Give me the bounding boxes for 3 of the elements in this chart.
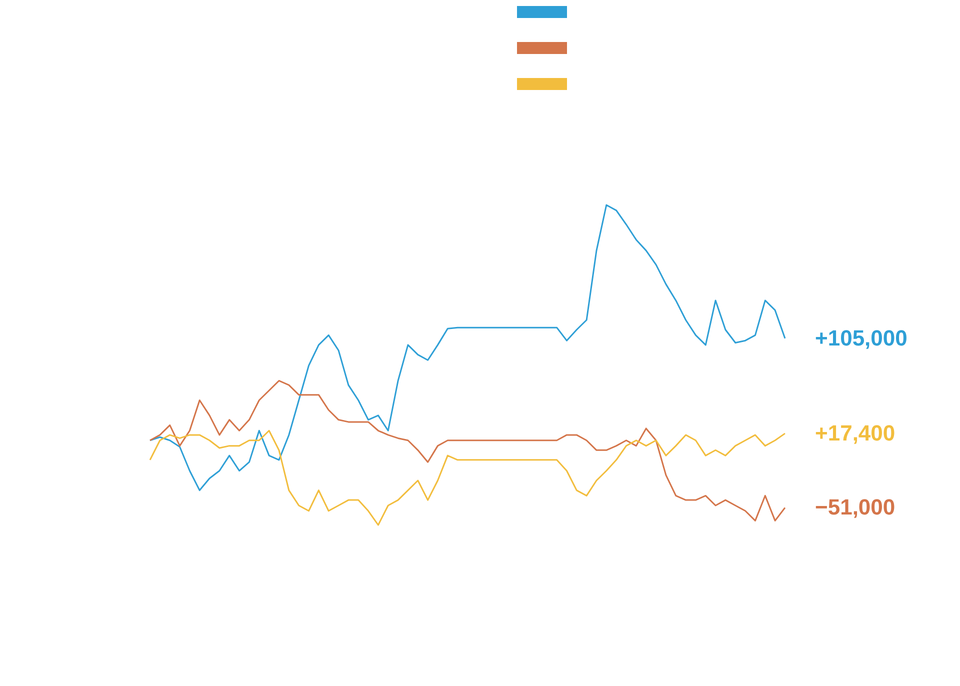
data-label: +105,000 (815, 325, 908, 350)
data-label: +17,400 (815, 420, 896, 446)
data-label: −51,000 (815, 494, 896, 520)
